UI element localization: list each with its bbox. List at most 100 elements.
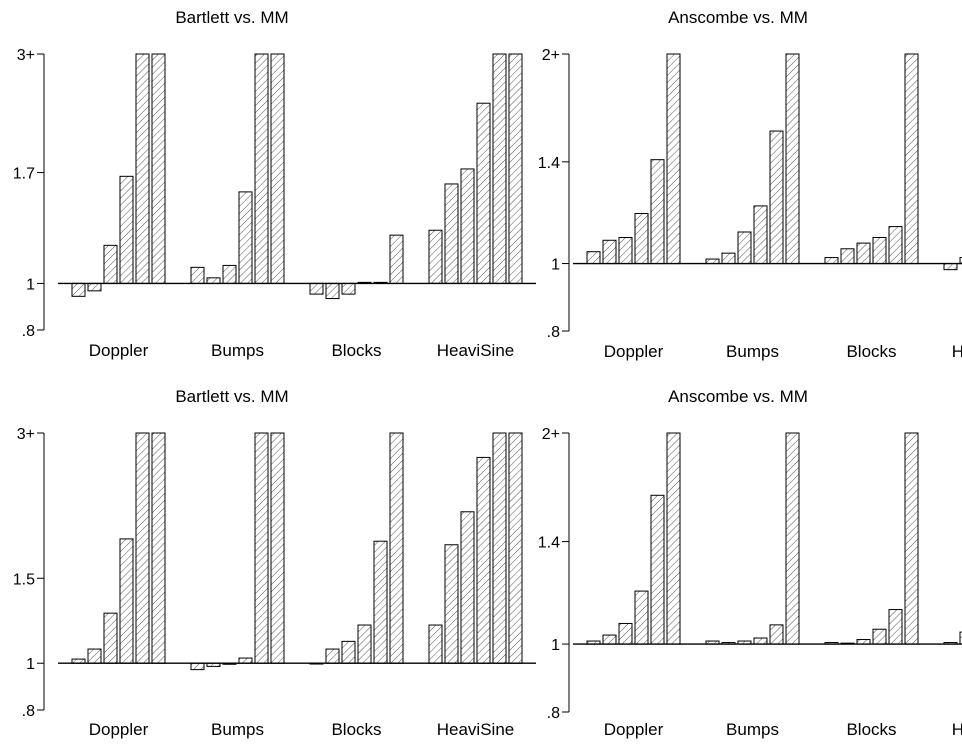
category-label: Blocks (846, 720, 896, 739)
bar (428, 624, 443, 664)
y-tick-label: .8 (547, 705, 560, 722)
bar (444, 544, 459, 664)
y-tick-label: 1 (551, 637, 560, 654)
bar (769, 624, 784, 645)
y-tick-label: 1 (26, 656, 35, 673)
category-label: Blocks (846, 342, 896, 361)
bar (666, 53, 681, 265)
bar (650, 494, 665, 645)
category-label: Doppler (604, 720, 664, 739)
chart-panel-4: Anscombe vs. MM 2+ 1.4 1 .8 Doppler Bumps Block… (538, 387, 962, 739)
bar (341, 282, 356, 295)
category-label: Bumps (211, 341, 264, 360)
bar (785, 432, 800, 645)
bar (904, 53, 919, 265)
bar (460, 168, 475, 284)
bar (737, 231, 752, 265)
y-tick-label: 2+ (542, 426, 560, 443)
category-label: Bumps (726, 342, 779, 361)
bar (769, 130, 784, 265)
panel-title: Bartlett vs. MM (175, 387, 288, 406)
bar (721, 252, 736, 265)
bar (103, 612, 118, 664)
category-label: HeaviSine (437, 720, 515, 739)
bar (135, 53, 150, 284)
bar (325, 648, 340, 664)
category-label: HeaviSine (952, 342, 962, 361)
bar (87, 648, 102, 664)
bar (753, 637, 768, 645)
bar (959, 257, 962, 265)
bar (389, 234, 404, 284)
bar (190, 266, 205, 284)
bar (602, 239, 617, 265)
bar (492, 53, 507, 284)
bar (872, 628, 887, 645)
chart-panel-1: Bartlett vs. MM 3+ 1.7 1 .8 Doppler Bumps Block… (13, 8, 536, 360)
bar (508, 432, 523, 664)
bar (135, 432, 150, 664)
bar (222, 264, 237, 284)
y-tick-label: 1.4 (538, 535, 560, 552)
bar (508, 53, 523, 284)
category-label: Bumps (726, 720, 779, 739)
bar (270, 432, 285, 664)
bar (119, 538, 134, 664)
bar (602, 634, 617, 645)
panel-title: Bartlett vs. MM (175, 8, 288, 27)
bar (476, 102, 491, 284)
bar (87, 282, 102, 292)
bar (586, 251, 601, 265)
bar (71, 282, 86, 297)
y-tick-label: 1.4 (538, 155, 560, 172)
y-tick-label: 2+ (542, 47, 560, 64)
bar (476, 456, 491, 664)
category-label: Doppler (604, 342, 664, 361)
category-label: Bumps (211, 720, 264, 739)
y-tick-label: 1.5 (13, 571, 35, 588)
bar (959, 631, 962, 645)
bar (856, 242, 871, 265)
bar (190, 662, 205, 671)
bar (634, 590, 649, 645)
panel-title: Anscombe vs. MM (668, 8, 808, 27)
bar (254, 432, 269, 664)
bar (618, 622, 633, 645)
bar (373, 540, 388, 664)
bar (270, 53, 285, 284)
bar (206, 277, 221, 284)
category-label: HeaviSine (952, 720, 962, 739)
bar (238, 191, 253, 284)
y-tick-label: 3+ (17, 426, 35, 443)
chart-panel-2: Anscombe vs. MM 2+ 1.4 1 .8 Doppler Bumps Block… (538, 8, 962, 361)
y-tick-label: 3+ (17, 47, 35, 64)
bar (888, 609, 903, 645)
bar (840, 248, 855, 265)
bar (119, 175, 134, 284)
bar (444, 183, 459, 284)
category-label: Blocks (331, 341, 381, 360)
bar (888, 226, 903, 265)
panel-title: Anscombe vs. MM (668, 387, 808, 406)
bar (753, 205, 768, 265)
y-tick-label: .8 (22, 323, 35, 340)
bar (238, 657, 253, 664)
bar (943, 263, 958, 271)
category-label: Doppler (89, 720, 149, 739)
bar (103, 244, 118, 284)
y-tick-label: .8 (22, 703, 35, 720)
bar (904, 432, 919, 645)
y-tick-label: 1 (551, 257, 560, 274)
bar (872, 236, 887, 265)
bar (650, 159, 665, 265)
bar (666, 432, 681, 645)
bar (357, 624, 372, 664)
bar (785, 53, 800, 265)
bar (254, 53, 269, 284)
category-label: Doppler (89, 341, 149, 360)
category-label: Blocks (331, 720, 381, 739)
bar (325, 282, 340, 300)
y-tick-label: 1 (26, 276, 35, 293)
